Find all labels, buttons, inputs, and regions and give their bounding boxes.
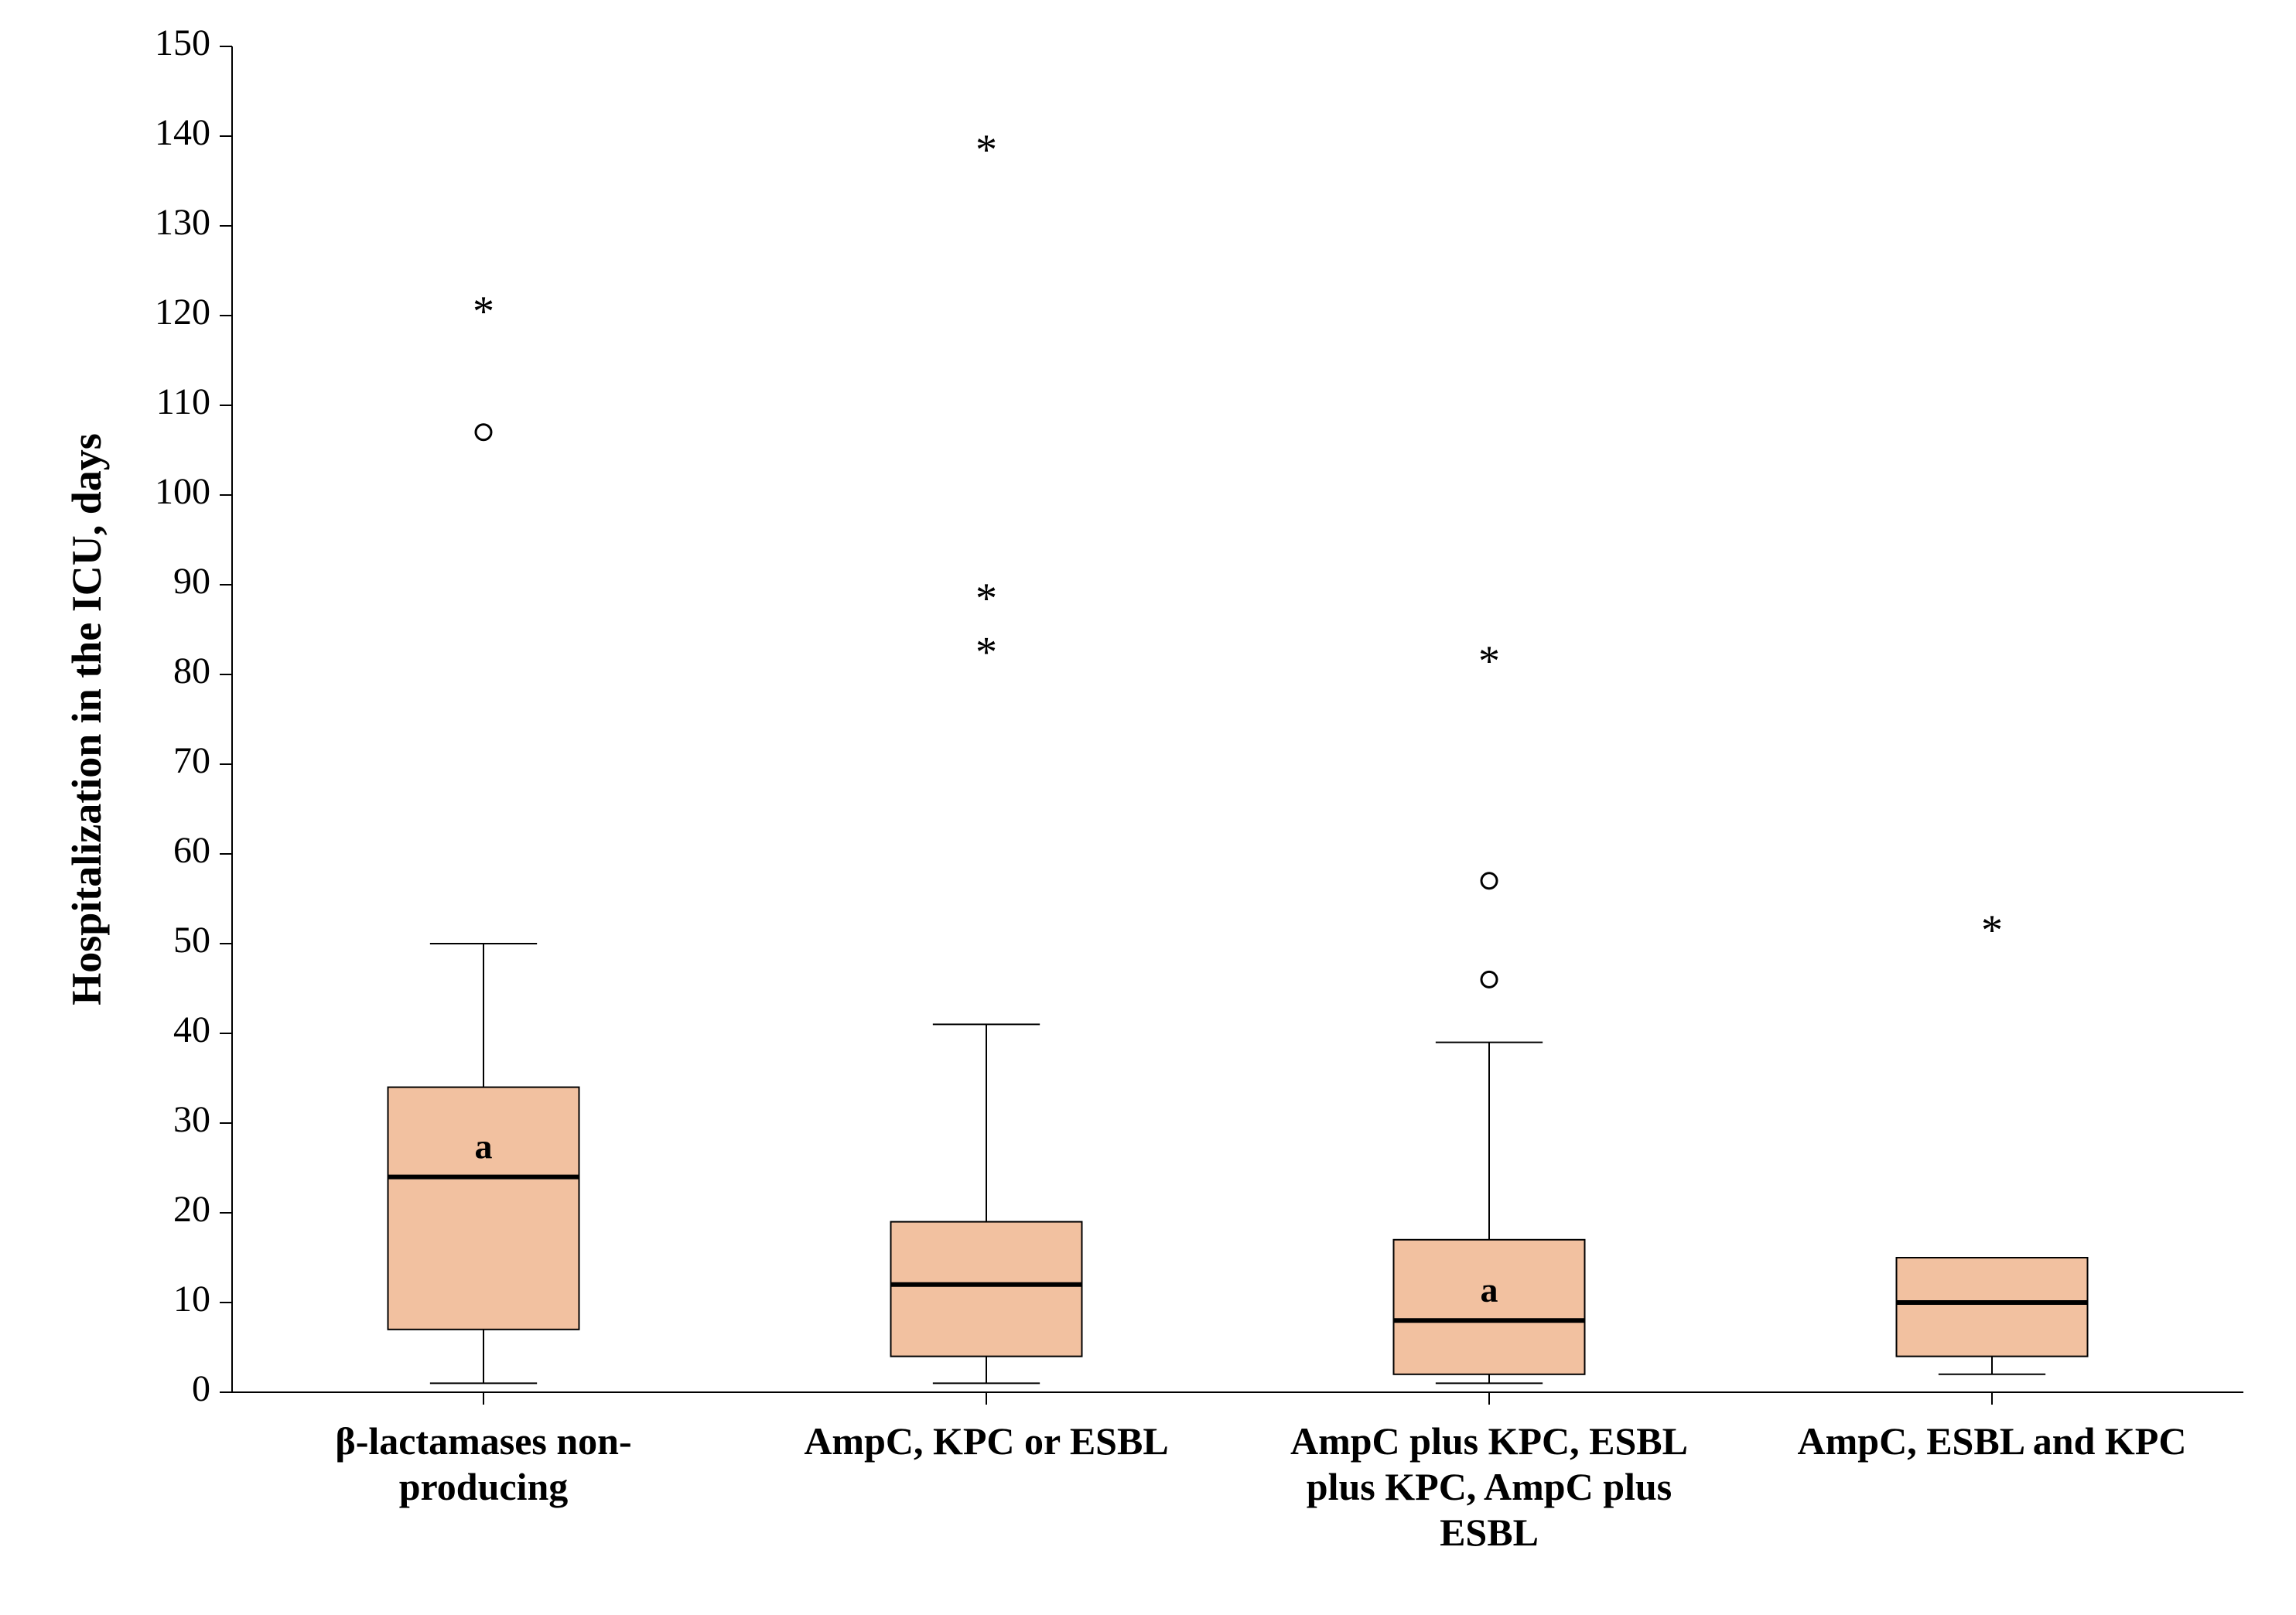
- y-tick-label: 10: [173, 1279, 210, 1320]
- y-tick-label: 150: [155, 22, 210, 63]
- outlier-star: *: [975, 629, 997, 677]
- y-tick-label: 100: [155, 471, 210, 512]
- box-annotation: a: [475, 1126, 493, 1166]
- y-tick-label: 30: [173, 1099, 210, 1140]
- x-tick-label: β-lactamases non-: [335, 1419, 631, 1463]
- box-annotation: a: [1481, 1270, 1498, 1309]
- x-tick-label: AmpC plus KPC, ESBL: [1290, 1419, 1688, 1463]
- y-tick-label: 70: [173, 740, 210, 781]
- y-tick-label: 140: [155, 112, 210, 153]
- x-tick-label: plus KPC, AmpC plus: [1307, 1465, 1672, 1508]
- outlier-star: *: [975, 575, 997, 623]
- outlier-star: *: [1478, 637, 1500, 685]
- x-tick-label: AmpC, KPC or ESBL: [804, 1419, 1168, 1463]
- x-tick-label: AmpC, ESBL and KPC: [1798, 1419, 2187, 1463]
- y-tick-label: 0: [192, 1368, 210, 1409]
- y-tick-label: 60: [173, 830, 210, 871]
- outlier-star: *: [473, 288, 494, 336]
- x-tick-label: ESBL: [1440, 1511, 1539, 1554]
- y-tick-label: 110: [156, 381, 210, 422]
- x-tick-label: producing: [399, 1465, 569, 1508]
- boxplot-chart: 0 10 20 30 40 50 60 70 80 90 100 110 120 130 140 150 Hos…: [0, 0, 2296, 1615]
- outlier-star: *: [975, 126, 997, 174]
- y-tick-label: 80: [173, 650, 210, 691]
- boxplot-svg: 0 10 20 30 40 50 60 70 80 90 100 110 120 130 140 150 Hos…: [0, 0, 2296, 1615]
- y-axis-label: Hospitalization in the ICU, days: [63, 433, 110, 1006]
- plot-background: [0, 0, 2296, 1615]
- box: [388, 1087, 579, 1330]
- y-tick-label: 130: [155, 202, 210, 243]
- y-tick-label: 20: [173, 1189, 210, 1230]
- y-tick-label: 120: [155, 292, 210, 333]
- y-tick-label: 90: [173, 561, 210, 602]
- outlier-star: *: [1981, 907, 2003, 954]
- box: [1897, 1258, 2088, 1357]
- y-tick-label: 40: [173, 1009, 210, 1050]
- y-tick-label: 50: [173, 920, 210, 961]
- box: [891, 1222, 1082, 1357]
